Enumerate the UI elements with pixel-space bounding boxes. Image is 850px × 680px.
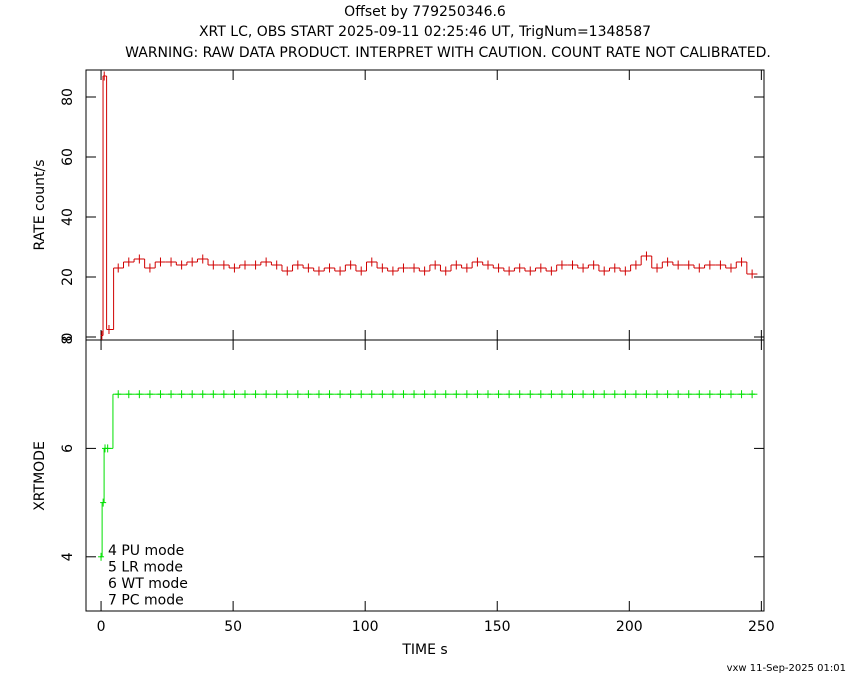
y-tick-label: 6 <box>60 444 76 453</box>
y-tick-label: 4 <box>60 552 76 561</box>
footer: vxw 11-Sep-2025 01:01 <box>727 663 846 674</box>
y-tick-label: 20 <box>60 268 76 286</box>
x-tick-label: 200 <box>616 619 643 635</box>
legend-annotation: 5 LR mode <box>108 560 183 576</box>
bottom-frame <box>85 339 765 612</box>
y-axis-label: XRTMODE <box>32 441 48 511</box>
y-tick-label: 8 <box>60 336 76 345</box>
x-tick-label: 250 <box>748 619 775 635</box>
y-tick-label: 40 <box>60 208 76 226</box>
x-tick-label: 50 <box>224 619 242 635</box>
x-axis-label: TIME s <box>401 642 447 658</box>
chart-subtitle: XRT LC, OBS START 2025-09-11 02:25:46 UT… <box>199 24 651 40</box>
legend-annotation: 6 WT mode <box>108 576 188 592</box>
x-tick-label: 150 <box>484 619 511 635</box>
y-tick-label: 0 <box>60 333 76 342</box>
x-tick-label: 100 <box>352 619 379 635</box>
y-tick-label: 60 <box>60 148 76 166</box>
legend-annotation: 4 PU mode <box>108 543 184 559</box>
y-axis-label: RATE count/s <box>32 159 48 250</box>
y-tick-label: 80 <box>60 88 76 106</box>
chart-title: Offset by 779250346.6 <box>344 4 506 20</box>
x-tick-label: 0 <box>97 619 106 635</box>
legend-annotation: 7 PC mode <box>108 593 184 609</box>
warning-note: WARNING: RAW DATA PRODUCT. INTERPRET WIT… <box>125 45 771 61</box>
